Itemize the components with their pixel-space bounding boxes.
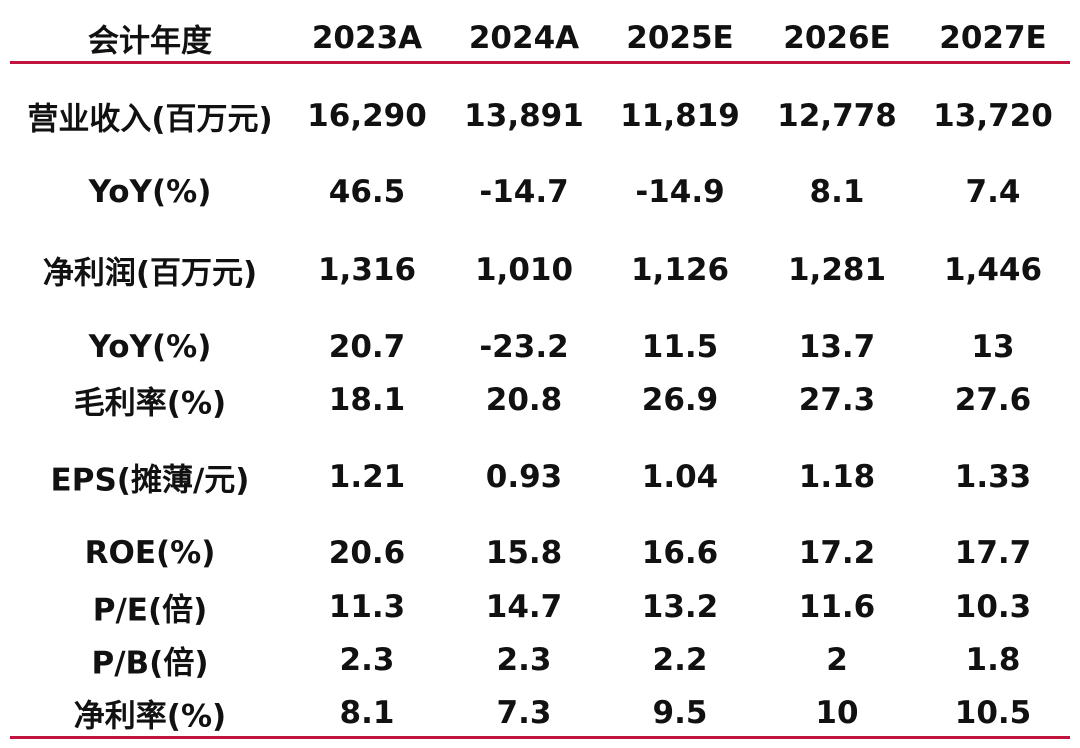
table-value: 13,891 [464, 98, 584, 134]
table-value: 0.93 [485, 459, 563, 495]
table-value: 1.33 [954, 459, 1032, 495]
table-value: 13 [971, 329, 1015, 365]
bottom-rule [10, 736, 1070, 739]
table-value: 20.6 [328, 535, 406, 571]
table-value: 11.6 [798, 589, 876, 625]
table-value: 2.3 [339, 642, 395, 678]
row-label: YoY(%) [88, 174, 212, 210]
table-value: 27.6 [954, 382, 1032, 418]
table-value: 11,819 [620, 98, 740, 134]
table-value: -14.7 [479, 174, 569, 210]
table-value: 11.5 [641, 329, 719, 365]
row-label: YoY(%) [88, 329, 212, 365]
table-value: 14.7 [485, 589, 563, 625]
column-header: 2024A [468, 20, 580, 56]
table-value: 1.8 [965, 642, 1021, 678]
table-value: 20.7 [328, 329, 406, 365]
table-value: 10.3 [954, 589, 1032, 625]
table-value: 16,290 [307, 98, 427, 134]
table-value: 8.1 [339, 695, 395, 731]
row-label: 营业收入(百万元) [27, 101, 273, 138]
table-value: 1,126 [630, 252, 730, 288]
table-value: 13,720 [933, 98, 1053, 134]
table-value: 18.1 [328, 382, 406, 418]
table-value: 1.18 [798, 459, 876, 495]
row-label: EPS(摊薄/元) [50, 462, 250, 499]
table-value: 17.2 [798, 535, 876, 571]
table-value: 10.5 [954, 695, 1032, 731]
table-value: 11.3 [328, 589, 406, 625]
table-value: 7.3 [496, 695, 552, 731]
row-label: P/E(倍) [92, 592, 208, 629]
row-label: 净利润(百万元) [42, 255, 258, 292]
row-label: ROE(%) [84, 535, 216, 571]
row-label: 净利率(%) [73, 698, 227, 735]
table-value: 2 [826, 642, 848, 678]
column-header: 2026E [783, 20, 891, 56]
table-value: 1,010 [474, 252, 574, 288]
table-value: 13.2 [641, 589, 719, 625]
table-value: 26.9 [641, 382, 719, 418]
table-value: 20.8 [485, 382, 563, 418]
table-value: 27.3 [798, 382, 876, 418]
column-header: 2027E [939, 20, 1047, 56]
table-value: 12,778 [777, 98, 897, 134]
table-value: 2.3 [496, 642, 552, 678]
table-value: 1.04 [641, 459, 719, 495]
table-value: 8.1 [809, 174, 865, 210]
header-rule [10, 61, 1070, 64]
table-value: 9.5 [652, 695, 708, 731]
column-header: 2023A [311, 20, 423, 56]
table-value: 2.2 [652, 642, 708, 678]
table-value: 1.21 [328, 459, 406, 495]
table-value: 16.6 [641, 535, 719, 571]
table-value: 10 [815, 695, 859, 731]
table-value: 1,316 [317, 252, 417, 288]
row-label: P/B(倍) [91, 645, 209, 682]
table-value: -14.9 [635, 174, 725, 210]
table-value: 1,446 [943, 252, 1043, 288]
table-value: 15.8 [485, 535, 563, 571]
table-value: -23.2 [479, 329, 569, 365]
row-label: 毛利率(%) [73, 385, 227, 422]
table-value: 17.7 [954, 535, 1032, 571]
table-value: 46.5 [328, 174, 406, 210]
table-value: 7.4 [965, 174, 1021, 210]
table-value: 13.7 [798, 329, 876, 365]
header-label: 会计年度 [88, 23, 212, 60]
table-value: 1,281 [787, 252, 887, 288]
column-header: 2025E [626, 20, 734, 56]
